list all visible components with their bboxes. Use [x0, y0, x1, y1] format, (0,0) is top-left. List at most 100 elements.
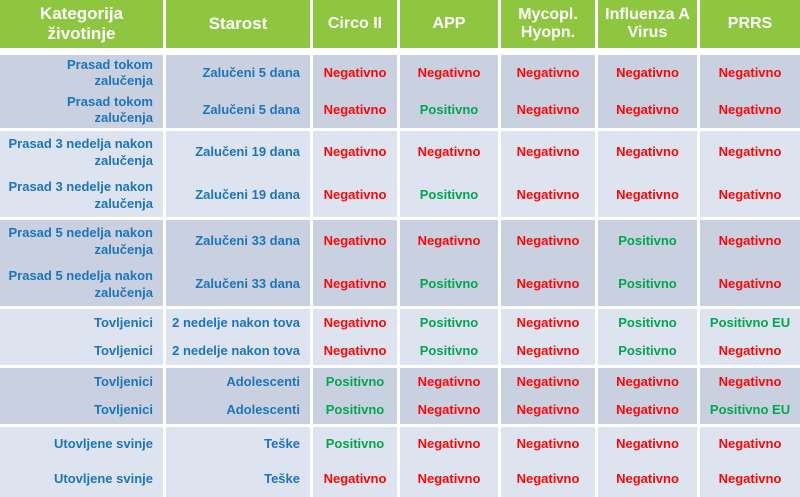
- table-row: Utovljene svinje Teške Positivno Negativno N…: [0, 424, 800, 462]
- age-cell: Zalučeni 5 dana: [163, 55, 310, 92]
- column-header-app: APP: [397, 0, 498, 48]
- column-header-starost: Starost: [163, 0, 310, 48]
- result-cell-influenza-a-virus: Negativno: [595, 174, 697, 217]
- result-cell-app: Positivno: [397, 263, 498, 306]
- result-cell-prrs: Negativno: [697, 220, 800, 263]
- category-cell: Prasad 5 nedelja nakon zalučenja: [8, 225, 153, 257]
- result-cell-influenza-a-virus: Positivno: [595, 309, 697, 337]
- column-header-influenza-a-virus: Influenza A Virus: [595, 0, 697, 48]
- category-cell: Prasad 3 nedelja nakon zalučenja: [8, 136, 153, 168]
- age-cell: 2 nedelje nakon tova: [163, 309, 310, 337]
- age-cell: Adolescenti: [163, 396, 310, 424]
- result-cell-app: Positivno: [397, 91, 498, 128]
- result-cell-prrs: Negativno: [697, 337, 800, 365]
- category-cell: Prasad 5 nedelja nakon zalučenja: [8, 268, 153, 300]
- result-cell-circo-ii: Negativno: [310, 91, 397, 128]
- result-cell-influenza-a-virus: Negativno: [595, 462, 697, 497]
- age-cell: 2 nedelje nakon tova: [163, 337, 310, 365]
- result-cell-prrs: Negativno: [697, 462, 800, 497]
- category-cell: Tovljenici: [94, 401, 153, 417]
- result-cell-influenza-a-virus: Negativno: [595, 427, 697, 462]
- result-cell-influenza-a-virus: Positivno: [595, 263, 697, 306]
- category-cell: Tovljenici: [94, 342, 153, 358]
- result-cell-influenza-a-virus: Negativno: [595, 396, 697, 424]
- result-cell-prrs: Negativno: [697, 131, 800, 174]
- category-cell: Utovljene svinje: [54, 436, 153, 452]
- table-row: Prasad 5 nedelja nakon zalučenja Zalučeni…: [0, 263, 800, 306]
- result-cell-mycopl-hyopn: Negativno: [498, 263, 595, 306]
- table-row: Tovljenici Adolescenti Positivno Negativno N…: [0, 365, 800, 396]
- result-cell-circo-ii: Negativno: [310, 263, 397, 306]
- result-cell-app: Positivno: [397, 337, 498, 365]
- result-cell-app: Positivno: [397, 174, 498, 217]
- age-cell: Teške: [163, 427, 310, 462]
- result-cell-prrs: Negativno: [697, 427, 800, 462]
- result-cell-mycopl-hyopn: Negativno: [498, 220, 595, 263]
- result-cell-mycopl-hyopn: Negativno: [498, 462, 595, 497]
- column-header-mycopl-hyopn: Mycopl. Hyopn.: [498, 0, 595, 48]
- result-cell-prrs: Negativno: [697, 91, 800, 128]
- result-cell-app: Negativno: [397, 368, 498, 396]
- column-header-prrs: PRRS: [697, 0, 800, 48]
- table-row: Tovljenici 2 nedelje nakon tova Negativno P…: [0, 306, 800, 337]
- result-cell-circo-ii: Negativno: [310, 309, 397, 337]
- result-cell-influenza-a-virus: Negativno: [595, 131, 697, 174]
- age-cell: Zalučeni 33 dana: [163, 263, 310, 306]
- result-cell-influenza-a-virus: Positivno: [595, 337, 697, 365]
- result-cell-influenza-a-virus: Negativno: [595, 55, 697, 92]
- result-cell-prrs: Negativno: [697, 174, 800, 217]
- result-cell-app: Negativno: [397, 131, 498, 174]
- category-cell: Prasad 3 nedelje nakon zalučenja: [8, 179, 153, 211]
- result-cell-circo-ii: Negativno: [310, 131, 397, 174]
- result-cell-prrs: Positivno EU: [697, 396, 800, 424]
- table-row: Tovljenici Adolescenti Positivno Negativno N…: [0, 396, 800, 424]
- result-cell-prrs: Negativno: [697, 55, 800, 92]
- table-row: Prasad 3 nedelje nakon zalučenja Zalučeni…: [0, 174, 800, 217]
- result-cell-influenza-a-virus: Negativno: [595, 91, 697, 128]
- result-cell-circo-ii: Negativno: [310, 337, 397, 365]
- table-row: Tovljenici 2 nedelje nakon tova Negativno P…: [0, 337, 800, 365]
- result-cell-prrs: Negativno: [697, 263, 800, 306]
- table-row: Utovljene svinje Teške Negativno Negativno N…: [0, 462, 800, 497]
- category-cell: Utovljene svinje: [54, 471, 153, 487]
- category-cell: Tovljenici: [94, 314, 153, 330]
- age-cell: Zalučeni 33 dana: [163, 220, 310, 263]
- age-cell: Zalučeni 5 dana: [163, 91, 310, 128]
- result-cell-prrs: Positivno EU: [697, 309, 800, 337]
- result-cell-influenza-a-virus: Positivno: [595, 220, 697, 263]
- result-cell-app: Negativno: [397, 462, 498, 497]
- category-cell: Prasad tokom zalučenja: [67, 93, 153, 125]
- result-cell-prrs: Negativno: [697, 368, 800, 396]
- column-header-kategorija-zivotinje: Kategorija životinje: [39, 4, 124, 43]
- column-header-circo-ii: Circo II: [310, 0, 397, 48]
- result-cell-mycopl-hyopn: Negativno: [498, 368, 595, 396]
- result-cell-app: Negativno: [397, 396, 498, 424]
- age-cell: Teške: [163, 462, 310, 497]
- table-row: Prasad 3 nedelja nakon zalučenja Zalučeni…: [0, 128, 800, 174]
- result-cell-app: Negativno: [397, 427, 498, 462]
- category-cell: Tovljenici: [94, 373, 153, 389]
- result-cell-mycopl-hyopn: Negativno: [498, 309, 595, 337]
- result-cell-circo-ii: Positivno: [310, 368, 397, 396]
- result-cell-circo-ii: Negativno: [310, 220, 397, 263]
- age-cell: Adolescenti: [163, 368, 310, 396]
- age-cell: Zalučeni 19 dana: [163, 131, 310, 174]
- result-cell-circo-ii: Positivno: [310, 396, 397, 424]
- table-row: Prasad 5 nedelja nakon zalučenja Zalučeni…: [0, 217, 800, 263]
- result-cell-mycopl-hyopn: Negativno: [498, 337, 595, 365]
- result-cell-circo-ii: Positivno: [310, 427, 397, 462]
- result-cell-circo-ii: Negativno: [310, 462, 397, 497]
- result-cell-mycopl-hyopn: Negativno: [498, 91, 595, 128]
- result-cell-app: Negativno: [397, 55, 498, 92]
- header-row: Kategorija životinje Starost Circo II AP…: [0, 0, 800, 52]
- table-body: Prasad tokom zalučenja Zalučeni 5 dana Neg…: [0, 52, 800, 497]
- result-cell-mycopl-hyopn: Negativno: [498, 174, 595, 217]
- result-cell-circo-ii: Negativno: [310, 55, 397, 92]
- result-cell-mycopl-hyopn: Negativno: [498, 427, 595, 462]
- age-cell: Zalučeni 19 dana: [163, 174, 310, 217]
- result-cell-mycopl-hyopn: Negativno: [498, 131, 595, 174]
- result-cell-mycopl-hyopn: Negativno: [498, 396, 595, 424]
- table-row: Prasad tokom zalučenja Zalučeni 5 dana Neg…: [0, 91, 800, 128]
- table-row: Prasad tokom zalučenja Zalučeni 5 dana Neg…: [0, 52, 800, 92]
